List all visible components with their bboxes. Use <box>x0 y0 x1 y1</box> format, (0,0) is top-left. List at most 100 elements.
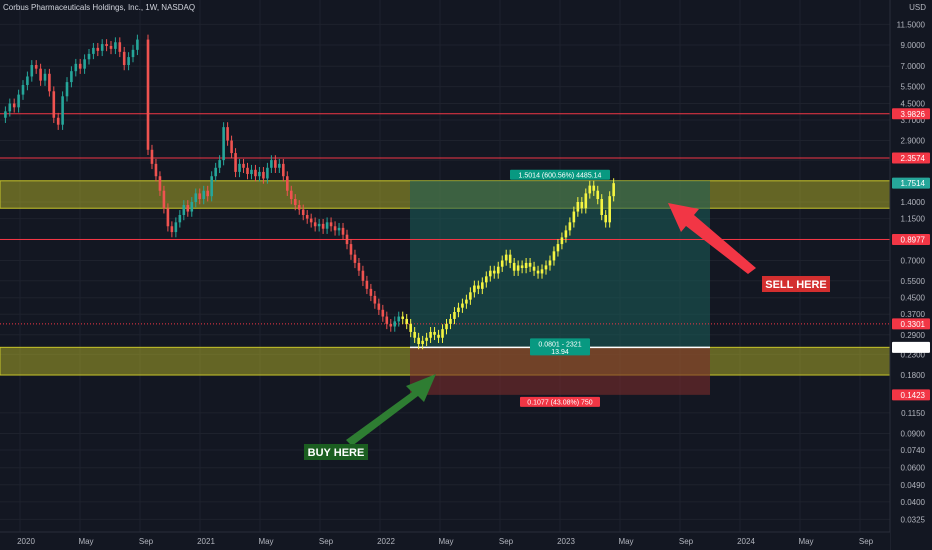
stop-label-box <box>520 396 600 407</box>
price-tick-label: 9.0000 <box>901 41 926 50</box>
price-tag[interactable] <box>892 318 930 330</box>
candle-body <box>516 265 520 271</box>
candle-body <box>317 223 321 227</box>
time-tick-label: 2023 <box>557 537 575 546</box>
price-tag[interactable] <box>892 389 930 401</box>
candle-body <box>274 160 277 168</box>
candle-body <box>572 211 576 223</box>
time-scale[interactable]: 2020 May Sep 2021 May Sep 2022 May Sep 2023 May Sep… <box>0 531 890 550</box>
candle-body <box>433 331 436 335</box>
candle-body <box>8 103 12 112</box>
candle-body <box>48 73 51 92</box>
candle-body <box>198 193 202 200</box>
chart-title: Corbus Pharmaceuticals Holdings, Inc., 1… <box>3 3 195 12</box>
candle-body <box>118 42 122 52</box>
candle-body <box>105 44 108 46</box>
time-tick-label: Sep <box>139 537 154 546</box>
price-tick-label: 0.4500 <box>901 294 926 303</box>
candle-body <box>278 163 281 168</box>
candle-body <box>150 149 154 164</box>
candle-body <box>56 117 60 125</box>
price-tick-label: 0.2300 <box>901 350 926 359</box>
candle-body <box>39 68 42 81</box>
candle-body <box>496 266 500 274</box>
candle-body <box>12 103 16 108</box>
candle-body <box>214 167 217 177</box>
candle-body <box>540 269 544 274</box>
candle-body <box>544 265 548 270</box>
candle-body <box>230 140 233 154</box>
annotation-arrows[interactable]: BUY HERE SELL HERE <box>304 203 830 460</box>
candle-body <box>206 190 209 197</box>
profit-area <box>410 180 710 348</box>
candle-body <box>357 262 361 271</box>
price-tag[interactable] <box>892 152 930 164</box>
price-tag[interactable] <box>892 341 930 353</box>
candle-body <box>441 329 444 338</box>
entry-label-box <box>530 338 590 356</box>
time-tick-label: May <box>618 537 633 546</box>
candle-body <box>481 282 484 289</box>
candle-body <box>580 201 584 209</box>
candle-body <box>556 244 560 252</box>
candle-body <box>100 44 104 51</box>
candle-body <box>377 303 381 310</box>
candle-body <box>122 51 126 66</box>
currency-label: USD <box>909 3 926 12</box>
candle-body <box>30 65 34 77</box>
candle-body <box>353 254 357 263</box>
candle-body <box>413 331 416 338</box>
candle-body <box>508 254 512 263</box>
target-label-box <box>510 169 610 180</box>
candle-body <box>345 234 349 245</box>
candle-body <box>210 176 213 197</box>
price-tick-label: 7.0000 <box>901 62 926 71</box>
candle-body <box>405 318 408 324</box>
sell-here-badge[interactable] <box>762 276 830 292</box>
candle-body <box>186 205 190 212</box>
price-tick-label: 0.2900 <box>901 331 926 340</box>
candle-body <box>596 190 600 200</box>
price-tick-label: 0.0740 <box>901 446 926 455</box>
price-tick-label: 3.7000 <box>901 116 926 125</box>
stop-label: 0.1077 (43.08%) 750 <box>527 399 592 406</box>
candle-body <box>309 218 313 223</box>
candle-body <box>488 270 492 277</box>
price-tag[interactable] <box>892 233 930 245</box>
candle-body <box>429 331 432 338</box>
candle-body <box>270 160 273 168</box>
candle-body <box>369 288 373 296</box>
price-tick-label: 4.5000 <box>901 99 926 108</box>
time-tick-label: May <box>438 537 453 546</box>
price-tag[interactable] <box>892 108 930 120</box>
candle-body <box>449 318 452 324</box>
price-scale[interactable]: USD 11.5000 9.0000 7.0000 5.5000 4.5000 3.7000… <box>889 0 932 550</box>
candle-body <box>524 262 528 269</box>
candle-body <box>536 270 540 274</box>
candle-body <box>548 260 552 266</box>
candle-body <box>297 205 301 210</box>
sell-arrow <box>668 203 756 274</box>
candle-body <box>131 49 135 58</box>
time-tick-label: Sep <box>859 537 874 546</box>
price-tag-label: 0.1423 <box>901 391 926 400</box>
price-tick-label: 0.0900 <box>901 430 926 439</box>
candle-body <box>393 321 397 327</box>
candle-body <box>4 111 7 118</box>
candle-body <box>437 334 440 338</box>
candle-body <box>170 226 174 233</box>
long-position-tool[interactable]: 1.5014 (600.56%) 4485.14 0.0801 - 232113.… <box>410 169 710 407</box>
candle-body <box>109 45 113 49</box>
price-tag-label: 0.3301 <box>901 320 926 329</box>
buy-here-badge[interactable] <box>304 444 368 460</box>
time-tick-label: 2024 <box>737 537 755 546</box>
candle-body <box>532 266 536 271</box>
candle-body <box>162 190 166 209</box>
candle-body <box>286 176 289 191</box>
price-tag-label: 3.9826 <box>901 110 926 119</box>
price-tag[interactable] <box>892 177 930 189</box>
price-tick-label: 1.1500 <box>901 215 926 224</box>
candle-body <box>604 214 607 223</box>
candle-body <box>282 163 285 177</box>
